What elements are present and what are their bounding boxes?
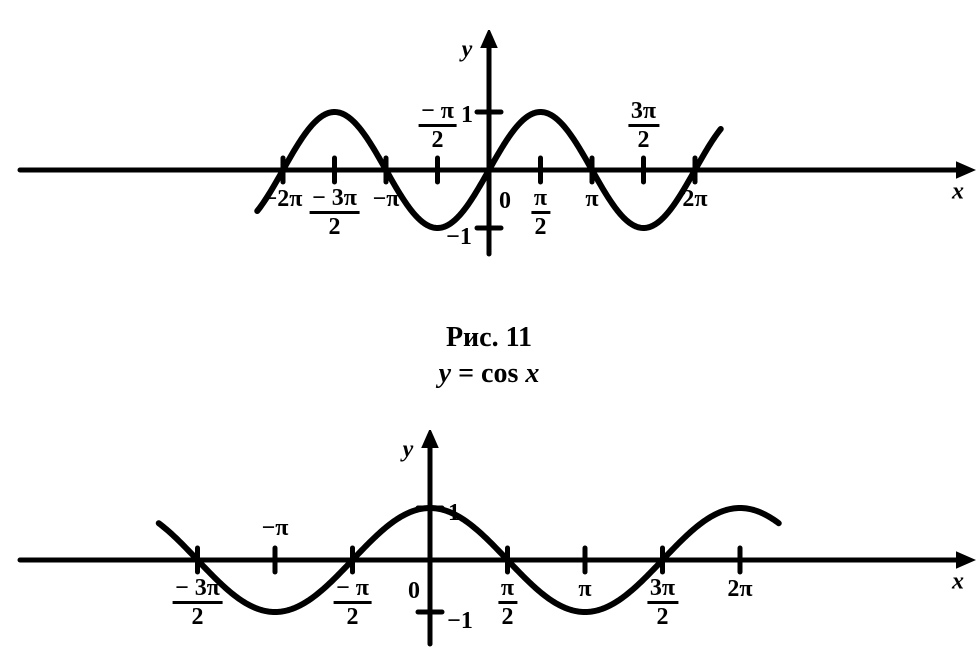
y-tick-label: 1 <box>461 102 473 129</box>
x-tick-label: π2 <box>531 186 550 239</box>
x-tick-label: −π <box>373 186 400 213</box>
x-tick-label: − 3π2 <box>309 186 360 239</box>
y-tick-label: −1 <box>446 224 472 251</box>
x-tick-label: 3π2 <box>628 99 659 152</box>
x-tick-label: −2π <box>264 186 303 213</box>
x-tick-label: π2 <box>498 576 517 629</box>
origin-label: 0 <box>499 188 511 215</box>
figure-container: { "stroke_color": "#000000", "background… <box>0 0 978 658</box>
x-tick-label: − π2 <box>333 576 372 629</box>
caption-line-2: y = cos x <box>0 356 978 392</box>
x-tick-label: − 3π2 <box>172 576 223 629</box>
sine-chart-labels: y x 0 1 −1 −2π− 3π2 −π − π2 π2 π 3π2 2π <box>0 30 978 260</box>
x-axis-label: x <box>952 569 964 596</box>
figure-caption: Рис. 11 y = cos x <box>0 320 978 393</box>
x-tick-label: 2π <box>682 186 707 213</box>
sine-chart: y x 0 1 −1 −2π− 3π2 −π − π2 π2 π 3π2 2π <box>0 30 978 260</box>
cosine-chart: y x 0 1 −1 − 3π2 −π − π2 π2 π 3π2 2π <box>0 430 978 650</box>
origin-label: 0 <box>408 578 420 605</box>
caption-line-1: Рис. 11 <box>0 320 978 356</box>
cosine-chart-labels: y x 0 1 −1 − 3π2 −π − π2 π2 π 3π2 2π <box>0 430 978 650</box>
y-axis-label: y <box>403 437 414 464</box>
y-tick-label: 1 <box>448 500 460 527</box>
y-axis-label: y <box>462 37 473 64</box>
y-tick-label: −1 <box>447 608 473 635</box>
x-tick-label: − π2 <box>418 99 457 152</box>
x-tick-label: 2π <box>727 576 752 603</box>
x-tick-label: 3π2 <box>647 576 678 629</box>
x-tick-label: −π <box>262 515 289 542</box>
x-tick-label: π <box>585 186 598 213</box>
x-tick-label: π <box>578 576 591 603</box>
x-axis-label: x <box>952 179 964 206</box>
